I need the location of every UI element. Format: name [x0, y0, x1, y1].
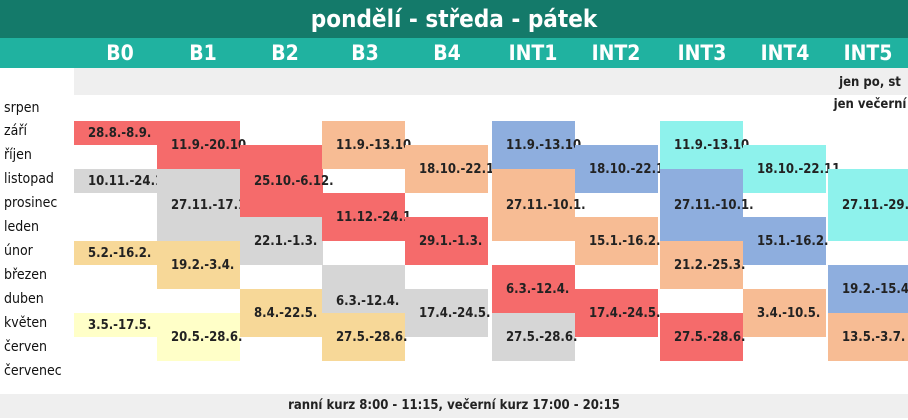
course-block: 22.1.-1.3.: [240, 217, 323, 265]
course-block: 19.2.-3.4.: [157, 241, 240, 289]
column-header-b4: B4: [433, 41, 461, 65]
course-block: 18.10.-22.11.: [575, 145, 677, 193]
course-block: 11.9.-13.10.: [660, 121, 754, 169]
course-block: 11.9.-13.10.: [492, 121, 586, 169]
column-header-int1: INT1: [508, 41, 558, 65]
column-header-int5: INT5: [843, 41, 893, 65]
course-block: 27.11.-17.1.: [157, 169, 251, 241]
column-header-b3: B3: [351, 41, 379, 65]
course-block: 19.2.-15.4.: [828, 265, 908, 313]
course-block: 5.2.-16.2.: [74, 241, 157, 265]
column-header-bar: [0, 38, 908, 68]
month-label: červenec: [4, 363, 62, 379]
column-header-int3: INT3: [677, 41, 727, 65]
course-block: 27.5.-28.6.: [660, 313, 745, 361]
course-block: 17.4.-24.5.: [405, 289, 490, 337]
course-block: 27.11.-10.1.: [660, 169, 754, 241]
course-block: 13.5.-3.7.: [828, 313, 908, 361]
top-gray-band: [74, 68, 908, 95]
course-block: 15.1.-16.2.: [575, 217, 660, 265]
course-block: 27.11.-29.1.: [828, 169, 908, 241]
column-header-int4: INT4: [760, 41, 810, 65]
course-block: 3.5.-17.5.: [74, 313, 157, 337]
course-block: 27.5.-28.6.: [492, 313, 577, 361]
course-block: 27.5.-28.6.: [322, 313, 407, 361]
footer-times: ranní kurz 8:00 - 11:15, večerní kurz 17…: [0, 394, 908, 418]
course-block: 11.12.-24.1.: [322, 193, 416, 241]
month-label: říjen: [4, 147, 32, 163]
month-label: listopad: [4, 171, 54, 187]
course-block: 28.8.-8.9.: [74, 121, 157, 145]
month-label: červen: [4, 339, 48, 355]
int5-note-days: jen po, st: [839, 75, 901, 90]
month-label: květen: [4, 315, 48, 331]
course-block: 18.10.-22.11.: [405, 145, 507, 193]
column-header-b0: B0: [106, 41, 134, 65]
course-block: 25.10.-6.12.: [240, 145, 334, 217]
course-block: 10.11.-24.11.: [74, 169, 176, 193]
month-label: prosinec: [4, 195, 58, 211]
month-label: září: [4, 123, 28, 139]
month-label: duben: [4, 291, 44, 307]
column-header-b1: B1: [189, 41, 217, 65]
page-title: pondělí - středa - pátek: [0, 0, 908, 38]
course-block: 27.11.-10.1.: [492, 169, 586, 241]
column-header-b2: B2: [271, 41, 299, 65]
course-block: 21.2.-25.3.: [660, 241, 745, 289]
month-label: únor: [4, 243, 33, 259]
course-block: 6.3.-12.4.: [492, 265, 575, 313]
course-block: 17.4.-24.5.: [575, 289, 660, 337]
course-block: 8.4.-22.5.: [240, 289, 323, 337]
course-block: 29.1.-1.3.: [405, 217, 488, 265]
course-block: 11.9.-13.10.: [322, 121, 416, 169]
month-label: březen: [4, 267, 47, 283]
course-block: 15.1.-16.2.: [743, 217, 828, 265]
course-block: 3.4.-10.5.: [743, 289, 826, 337]
course-block: 18.10.-22.11.: [743, 145, 845, 193]
month-label: leden: [4, 219, 39, 235]
column-header-int2: INT2: [591, 41, 641, 65]
int5-note-evening: jen večerní: [833, 97, 907, 112]
course-block: 20.5.-28.6.: [157, 313, 242, 361]
course-block: 11.9.-20.10.: [157, 121, 251, 169]
month-label: srpen: [4, 100, 40, 116]
